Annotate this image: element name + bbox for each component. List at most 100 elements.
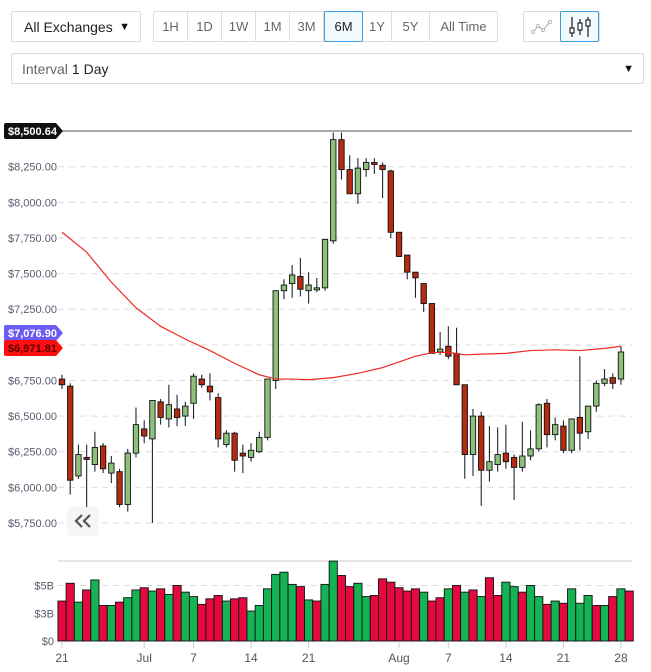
time-tick-label: 14	[244, 651, 258, 665]
range-button-3m[interactable]: 3M	[290, 12, 324, 41]
range-button-5y[interactable]: 5Y	[392, 12, 430, 41]
candle-down	[379, 164, 386, 171]
scroll-back-button[interactable]	[68, 507, 98, 534]
volume-bar	[394, 587, 404, 642]
price-tick-label: $7,500.00	[8, 269, 57, 281]
range-button-6m[interactable]: 6M	[324, 11, 363, 42]
candle-up	[321, 238, 329, 289]
candle-down	[99, 445, 107, 470]
volume-bar	[575, 602, 585, 642]
volume-bar	[279, 571, 289, 642]
volume-tick-label: $3B	[34, 608, 54, 620]
volume-bar	[180, 591, 190, 642]
volume-bar	[534, 596, 544, 642]
candle-up	[108, 462, 115, 474]
interval-value: 1 Day	[71, 60, 109, 77]
volume-bar	[254, 605, 264, 642]
volume-bar	[238, 597, 248, 642]
volume-bar	[295, 586, 305, 642]
volume-bar	[57, 600, 67, 642]
double-chevron-left-icon	[74, 513, 91, 528]
price-tick-label: $8,000.00	[8, 197, 57, 209]
range-button-all-time[interactable]: All Time	[440, 19, 487, 34]
time-tick-label: 14	[499, 651, 513, 665]
candle-down	[478, 415, 485, 471]
candle-down	[461, 384, 468, 456]
range-button-1y[interactable]: 1Y	[363, 12, 392, 41]
volume-bar	[164, 593, 174, 642]
time-range-group: 1H 1D 1W 1M 3M 6M 1Y 5Y All Time	[153, 11, 498, 42]
candle-up	[132, 424, 140, 454]
volume-bar	[312, 600, 322, 642]
time-tick-label: Jul	[137, 651, 152, 665]
volume-bar	[476, 596, 486, 642]
volume-bar	[369, 595, 379, 642]
volume-bar	[599, 605, 610, 642]
volume-series: $0 $3B $5B	[34, 560, 634, 648]
volume-bar	[197, 603, 207, 642]
candle-up	[280, 284, 288, 292]
volume-bar	[328, 560, 338, 642]
volume-bar	[139, 587, 149, 642]
candle-up	[182, 405, 189, 417]
candle-down	[395, 231, 403, 257]
current-price-tag: $7,076.90	[8, 328, 57, 340]
price-chart[interactable]: $5,750.00 $6,000.00 $6,250.00 $6,500.00 $6,7…	[0, 100, 651, 672]
candle-up	[256, 437, 263, 453]
range-button-1m[interactable]: 1M	[256, 12, 290, 41]
candle-up	[272, 290, 279, 381]
volume-bar	[123, 597, 133, 642]
candle-down	[198, 378, 205, 386]
time-tick-label: Aug	[388, 651, 409, 665]
time-tick-label: 21	[55, 651, 69, 665]
volume-bar	[353, 582, 363, 642]
volume-bar	[558, 602, 568, 642]
volume-bar	[114, 601, 125, 642]
candle-down	[576, 417, 584, 434]
volume-bar	[90, 579, 100, 642]
candlestick-series	[58, 132, 625, 523]
range-button-1h[interactable]: 1H	[154, 12, 188, 41]
candle-down	[543, 402, 551, 436]
candle-down	[58, 378, 66, 386]
price-tick-label: $7,750.00	[8, 233, 57, 245]
range-button-1d[interactable]: 1D	[188, 12, 222, 41]
exchange-select[interactable]: All Exchanges ▼	[11, 11, 141, 42]
interval-select[interactable]: Interval 1 Day ▼	[11, 53, 644, 84]
range-button-1w[interactable]: 1W	[222, 12, 256, 41]
candle-down	[67, 385, 74, 481]
volume-bar	[320, 583, 330, 642]
line-chart-button[interactable]	[524, 12, 560, 41]
candle-up	[124, 452, 131, 505]
price-tick-label: $6,500.00	[8, 411, 57, 423]
volume-bar	[517, 591, 527, 642]
candle-down	[445, 345, 452, 357]
volume-bar	[386, 581, 396, 642]
chevron-down-icon: ▼	[623, 63, 634, 75]
candle-down	[239, 452, 246, 457]
candle-up	[305, 284, 312, 292]
candlestick-chart-button[interactable]	[560, 11, 599, 42]
volume-bar	[419, 591, 429, 642]
volume-bar	[65, 582, 75, 642]
toolbar: All Exchanges ▼ 1H 1D 1W 1M 3M 6M 1Y 5Y All Time	[11, 11, 651, 42]
candle-up	[527, 448, 534, 457]
time-tick-label: 7	[445, 651, 452, 665]
line-chart-icon	[531, 19, 553, 34]
volume-bar	[271, 573, 281, 642]
candle-up	[469, 415, 477, 456]
candle-down	[510, 456, 518, 468]
price-tick-label: $6,750.00	[8, 375, 57, 387]
candle-up	[436, 348, 444, 353]
volume-bar	[567, 588, 577, 642]
price-grid	[58, 130, 632, 524]
volume-bar	[213, 595, 223, 642]
volume-bar	[583, 595, 593, 642]
volume-bar	[608, 596, 618, 642]
time-tick-label: 7	[190, 651, 197, 665]
volume-bar	[246, 610, 256, 642]
candle-down	[297, 275, 304, 290]
candle-down	[420, 283, 427, 304]
volume-bar	[616, 588, 626, 642]
volume-bar	[468, 589, 478, 642]
